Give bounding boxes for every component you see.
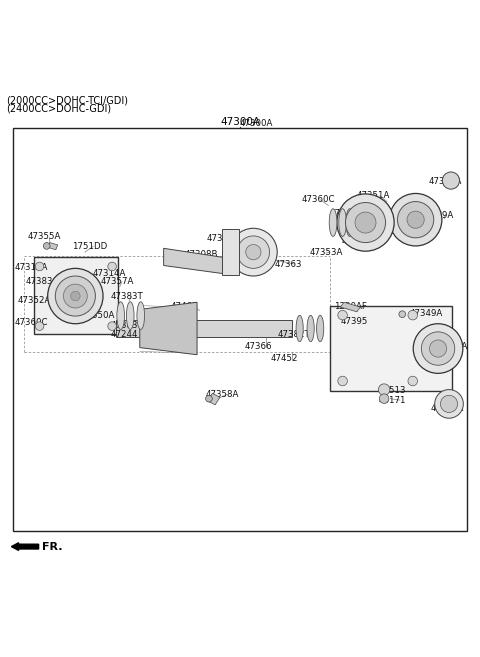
Circle shape [408,310,418,320]
Polygon shape [207,394,220,405]
Polygon shape [34,257,118,334]
Text: 1751DD: 1751DD [72,242,107,251]
Text: (2400CC>DOHC-GDI): (2400CC>DOHC-GDI) [6,104,111,114]
Text: 47359A: 47359A [435,342,468,351]
Bar [13,128,467,532]
Circle shape [421,332,455,365]
Text: 47354A: 47354A [431,404,464,413]
Text: 47383T: 47383T [110,321,143,330]
Circle shape [435,390,463,419]
Text: 47352A: 47352A [17,296,50,306]
Ellipse shape [296,315,303,342]
Text: (2000CC>DOHC-TCI/GDI): (2000CC>DOHC-TCI/GDI) [6,95,128,105]
FancyArrow shape [12,543,38,551]
Circle shape [246,244,261,260]
Ellipse shape [117,302,124,329]
Text: 47389A: 47389A [420,211,454,220]
Circle shape [399,311,406,317]
Text: 47313A: 47313A [418,354,451,363]
Text: 47361A: 47361A [330,208,363,217]
Text: 43171: 43171 [378,396,406,405]
Text: 47360C: 47360C [301,195,335,204]
Text: 47386T: 47386T [206,235,240,243]
Text: 47452: 47452 [271,354,299,363]
Polygon shape [222,229,239,275]
Polygon shape [48,242,58,250]
Circle shape [355,212,376,233]
Text: 47351A: 47351A [357,191,390,200]
Circle shape [63,284,87,308]
Polygon shape [140,302,197,355]
Circle shape [55,276,96,316]
Circle shape [338,376,348,386]
Text: 47355A: 47355A [28,233,61,241]
Ellipse shape [329,209,337,237]
Text: 47382T: 47382T [277,330,310,339]
Circle shape [430,340,446,357]
Circle shape [443,172,459,189]
Ellipse shape [353,209,361,237]
Circle shape [229,228,277,276]
Polygon shape [164,248,227,274]
Text: 47308B: 47308B [184,250,217,259]
Circle shape [408,376,418,386]
Text: 21513: 21513 [378,386,406,395]
Circle shape [337,194,394,251]
Circle shape [43,242,50,249]
Text: 47360C: 47360C [15,318,48,327]
Text: 47314A: 47314A [93,269,126,278]
Text: 1220AF: 1220AF [335,302,367,311]
Circle shape [397,202,434,238]
Text: 47358A: 47358A [205,390,239,399]
Ellipse shape [126,302,134,329]
Circle shape [35,322,44,330]
Text: 47383T: 47383T [110,292,143,300]
Circle shape [378,384,390,396]
Text: 47300A: 47300A [220,118,260,127]
Polygon shape [116,320,292,337]
Text: 47312A: 47312A [341,237,374,246]
Text: 47357A: 47357A [101,277,134,286]
Circle shape [413,324,463,373]
Text: 47362: 47362 [380,227,408,236]
Text: 47349A: 47349A [409,309,443,318]
Text: 47366: 47366 [245,342,272,351]
Ellipse shape [346,209,354,237]
Ellipse shape [339,209,347,237]
Circle shape [379,394,389,403]
Text: 47320A: 47320A [429,177,462,186]
Circle shape [441,396,457,413]
Circle shape [389,193,442,246]
Text: 47395: 47395 [340,317,368,326]
Ellipse shape [307,315,314,342]
Circle shape [407,211,424,228]
Text: 47465: 47465 [171,302,198,311]
Circle shape [237,236,270,268]
Circle shape [108,322,116,330]
Circle shape [35,262,44,271]
Circle shape [205,396,212,402]
Circle shape [346,202,385,242]
Ellipse shape [137,302,144,329]
Text: 47318A: 47318A [15,263,48,273]
Circle shape [338,310,348,320]
Text: 47383: 47383 [25,277,53,286]
Polygon shape [340,302,360,312]
Text: 47353A: 47353A [309,248,343,257]
Text: FR.: FR. [42,541,62,552]
Circle shape [108,262,116,271]
Ellipse shape [317,315,324,342]
Text: 47363: 47363 [275,260,302,269]
Text: 47244: 47244 [110,330,138,339]
Circle shape [71,291,80,301]
Circle shape [48,268,103,324]
Text: 47350A: 47350A [82,311,115,320]
Text: 47300A: 47300A [240,119,274,128]
Polygon shape [330,306,452,390]
